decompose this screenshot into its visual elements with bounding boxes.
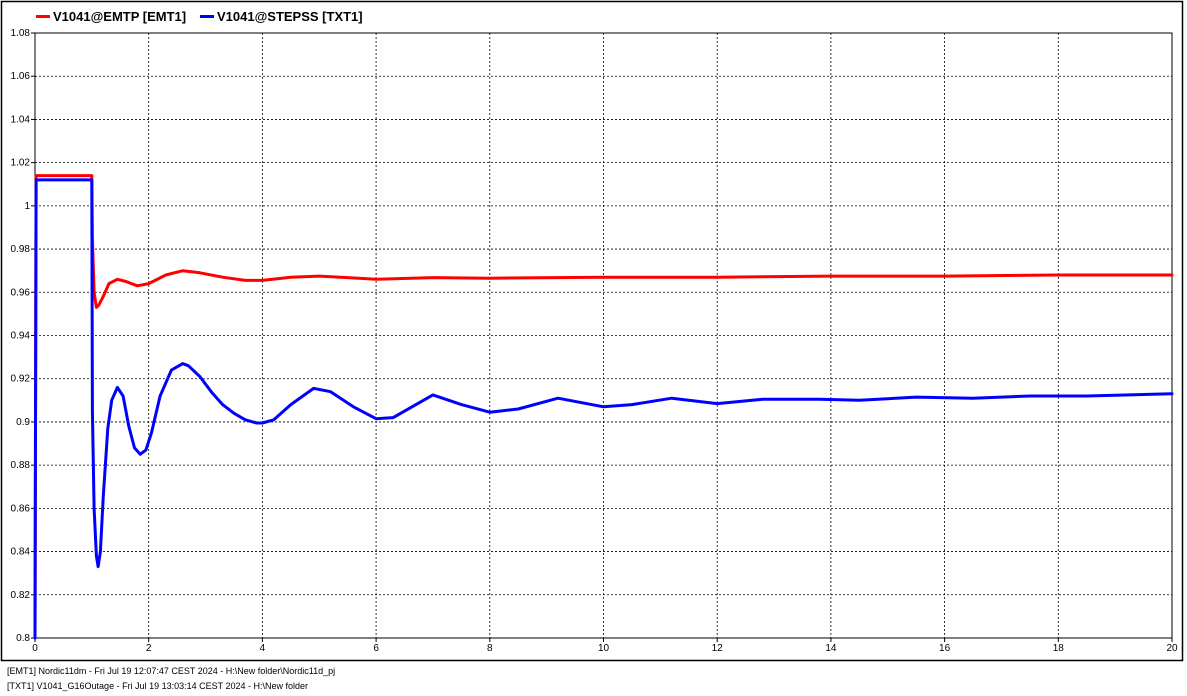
x-tick-label: 0 — [32, 643, 38, 654]
y-tick-label: 0.96 — [11, 287, 31, 298]
y-tick-label: 1.02 — [11, 158, 31, 169]
y-tick-label: 1.06 — [11, 71, 31, 82]
x-tick-label: 16 — [939, 643, 951, 654]
y-tick-label: 1.04 — [11, 114, 31, 125]
x-tick-label: 20 — [1166, 643, 1178, 654]
legend-swatch-emt1 — [36, 14, 50, 18]
y-tick-label: 0.98 — [11, 244, 31, 255]
window-frame — [0, 0, 1184, 662]
legend-entry-txt1: V1041@STEPSS [TXT1] — [200, 8, 363, 24]
x-tick-label: 12 — [712, 643, 724, 654]
footer-source-txt1: [TXT1] V1041_G16Outage - Fri Jul 19 13:0… — [7, 681, 308, 691]
series-line-txt1 — [33, 178, 1174, 640]
x-tick-label: 8 — [487, 643, 493, 654]
y-tick-label: 0.92 — [11, 374, 31, 385]
x-tick-label: 18 — [1053, 643, 1065, 654]
legend-label-emt1: V1041@EMTP [EMT1] — [53, 8, 187, 24]
x-tick-label: 4 — [260, 643, 266, 654]
y-tick-label: 1.08 — [11, 28, 31, 39]
legend-swatch-txt1 — [200, 14, 214, 18]
y-tick-label: 0.8 — [16, 633, 30, 644]
y-tick-label: 0.84 — [11, 547, 31, 558]
y-tick-label: 0.86 — [11, 503, 31, 514]
x-tick-label: 14 — [825, 643, 837, 654]
y-tick-label: 1 — [24, 201, 30, 212]
series-line-emt1 — [33, 174, 1174, 640]
y-tick-label: 0.82 — [11, 590, 31, 601]
footer-source-emt1: [EMT1] Nordic11dm - Fri Jul 19 12:07:47 … — [7, 666, 336, 676]
legend-entry-emt1: V1041@EMTP [EMT1] — [36, 8, 186, 24]
y-tick-label: 0.88 — [11, 460, 31, 471]
x-tick-label: 10 — [598, 643, 610, 654]
y-tick-label: 0.94 — [11, 331, 31, 342]
legend-label-txt1: V1041@STEPSS [TXT1] — [217, 8, 363, 24]
x-tick-label: 2 — [146, 643, 152, 654]
y-tick-label: 0.9 — [16, 417, 30, 428]
x-tick-label: 6 — [373, 643, 379, 654]
